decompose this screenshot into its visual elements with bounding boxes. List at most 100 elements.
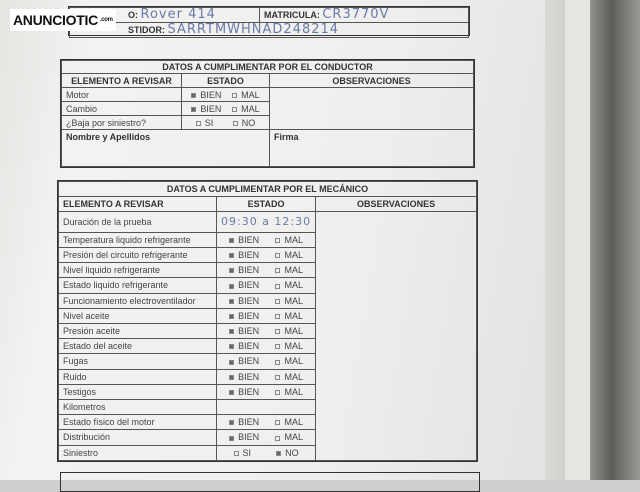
kilometros-value[interactable] — [215, 398, 317, 416]
row-estado: SI NO — [181, 115, 270, 130]
row-label: Presión aceite — [58, 322, 217, 340]
option-2[interactable]: MAL — [275, 235, 303, 245]
bastidor-value: SARRTMWHNAD248214 — [167, 22, 340, 37]
option-1[interactable]: SI — [195, 118, 213, 128]
option-1[interactable]: BIEN — [229, 326, 259, 336]
option-2[interactable]: MAL — [232, 104, 260, 114]
mecanico-title: DATOS A CUMPLIMENTAR POR EL MECÁNICO — [58, 181, 477, 197]
checkbox-icon[interactable] — [275, 329, 281, 335]
observaciones-field[interactable] — [269, 87, 474, 130]
row-label: Motor — [61, 87, 182, 102]
option-1[interactable]: BIEN — [229, 387, 259, 397]
checkbox-icon[interactable] — [229, 237, 235, 243]
checkbox-icon[interactable] — [275, 390, 281, 395]
firma-field[interactable]: Firma — [269, 129, 474, 167]
option-label: BIEN — [238, 371, 260, 382]
checkbox-icon[interactable] — [229, 298, 235, 304]
option-1[interactable]: BIEN — [229, 341, 259, 351]
option-label: BIEN — [238, 432, 260, 443]
option-1[interactable]: BIEN — [229, 432, 259, 442]
checkbox-icon[interactable] — [232, 120, 238, 126]
row-estado: BIEN MAL — [215, 414, 317, 431]
option-label: MAL — [284, 234, 303, 245]
checkbox-icon[interactable] — [232, 92, 238, 98]
checkbox-icon[interactable] — [232, 106, 238, 112]
nombre-field[interactable]: Nombre y Apellidos — [61, 129, 270, 167]
checkbox-icon[interactable] — [229, 390, 235, 395]
option-1[interactable]: BIEN — [229, 265, 259, 275]
col-estado: ESTADO — [215, 196, 317, 212]
option-2[interactable]: NO — [232, 118, 255, 128]
option-1[interactable]: BIEN — [191, 104, 221, 114]
option-label: MAL — [284, 250, 303, 261]
checkbox-icon[interactable] — [233, 450, 239, 456]
option-2[interactable]: MAL — [232, 90, 260, 100]
option-label: BIEN — [238, 295, 260, 306]
option-2[interactable]: MAL — [275, 356, 303, 366]
option-label: BIEN — [200, 103, 222, 114]
row-estado: BIEN MAL — [215, 262, 317, 279]
option-2[interactable]: MAL — [275, 250, 303, 260]
option-2[interactable]: MAL — [275, 296, 303, 306]
option-2[interactable]: MAL — [275, 311, 303, 321]
option-2[interactable]: MAL — [275, 432, 303, 442]
checkbox-icon[interactable] — [275, 237, 281, 243]
checkbox-icon[interactable] — [229, 283, 235, 289]
checkbox-icon[interactable] — [229, 420, 235, 426]
option-label: BIEN — [200, 89, 222, 100]
checkbox-icon[interactable] — [229, 329, 235, 335]
checkbox-icon[interactable] — [195, 120, 201, 126]
checkbox-icon[interactable] — [275, 268, 281, 274]
checkbox-icon[interactable] — [275, 313, 281, 319]
duracion-value[interactable]: 09:30 a 12:30 — [215, 211, 317, 233]
option-label: BIEN — [238, 234, 260, 245]
checkbox-icon[interactable] — [191, 92, 197, 98]
row-estado: BIEN MAL — [215, 429, 317, 446]
checkbox-icon[interactable] — [229, 344, 235, 350]
option-2[interactable]: MAL — [275, 341, 303, 351]
option-label: BIEN — [238, 280, 260, 291]
option-2[interactable]: NO — [276, 448, 299, 458]
background-frame — [545, 0, 640, 480]
option-label: MAL — [284, 386, 303, 397]
checkbox-icon[interactable] — [275, 374, 281, 380]
option-1[interactable]: BIEN — [229, 372, 259, 382]
checkbox-icon[interactable] — [276, 450, 282, 456]
checkbox-icon[interactable] — [275, 420, 281, 426]
checkbox-icon[interactable] — [275, 283, 281, 289]
option-1[interactable]: BIEN — [229, 417, 259, 427]
option-1[interactable]: BIEN — [229, 250, 259, 260]
option-label: MAL — [284, 280, 303, 291]
checkbox-icon[interactable] — [275, 253, 281, 259]
checkbox-icon[interactable] — [275, 298, 281, 304]
option-2[interactable]: MAL — [275, 265, 303, 275]
option-2[interactable]: MAL — [275, 372, 303, 382]
checkbox-icon[interactable] — [229, 253, 235, 259]
option-1[interactable]: SI — [233, 448, 251, 458]
option-2[interactable]: MAL — [275, 326, 303, 336]
option-1[interactable]: BIEN — [229, 235, 259, 245]
option-label: BIEN — [238, 326, 260, 337]
checkbox-icon[interactable] — [229, 374, 235, 380]
option-1[interactable]: BIEN — [229, 280, 259, 290]
row-estado: BIEN MAL — [215, 368, 317, 385]
row-label: Fugas — [58, 353, 217, 370]
row-estado: BIEN MAL — [215, 292, 317, 309]
option-2[interactable]: MAL — [275, 417, 303, 427]
checkbox-icon[interactable] — [229, 435, 235, 441]
checkbox-icon[interactable] — [191, 106, 197, 112]
checkbox-icon[interactable] — [229, 359, 235, 365]
checkbox-icon[interactable] — [229, 268, 235, 274]
option-1[interactable]: BIEN — [229, 296, 259, 306]
checkbox-icon[interactable] — [275, 344, 281, 350]
matricula-value: CR3770V — [322, 7, 390, 22]
checkbox-icon[interactable] — [229, 313, 235, 319]
option-1[interactable]: BIEN — [229, 356, 259, 366]
checkbox-icon[interactable] — [275, 435, 281, 441]
observaciones-field[interactable] — [315, 211, 477, 461]
option-2[interactable]: MAL — [275, 280, 303, 290]
option-2[interactable]: MAL — [275, 387, 303, 397]
checkbox-icon[interactable] — [275, 359, 281, 365]
option-1[interactable]: BIEN — [229, 311, 259, 321]
option-1[interactable]: BIEN — [191, 90, 221, 100]
